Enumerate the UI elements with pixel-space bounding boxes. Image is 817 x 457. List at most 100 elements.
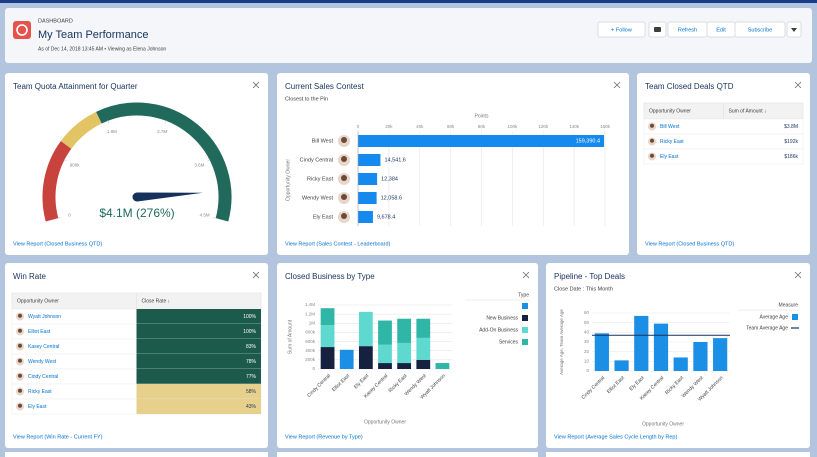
header-button[interactable] <box>734 21 786 38</box>
widget-title: Closed Business by Type <box>285 272 375 281</box>
y-tick-label: 20 <box>584 349 590 354</box>
category-label: Wendy West <box>302 195 333 201</box>
gauge-tick-label: 4.5M <box>200 212 210 217</box>
y-axis-label: Sum of Amount <box>287 319 293 354</box>
gauge-value-label: $4.1M (276%) <box>99 206 174 220</box>
expand-icon[interactable] <box>794 271 802 279</box>
cell-value: 43% <box>246 404 257 410</box>
bar-segment <box>358 346 373 369</box>
avatar-head <box>18 403 22 408</box>
table-cell-fill <box>136 399 261 414</box>
avatar-head <box>18 343 22 348</box>
cell-value: 100% <box>243 314 256 320</box>
bar <box>614 360 629 371</box>
header-button-label[interactable]: Refresh <box>678 27 697 33</box>
gauge-tick-label: 0 <box>68 212 71 217</box>
bar-segment <box>397 342 412 364</box>
owner-link[interactable]: Ely East <box>660 154 679 160</box>
widget-footer-link[interactable]: View Report (Revenue by Type) <box>285 434 363 440</box>
dashboard-icon-glyph <box>16 24 28 36</box>
value-label: 159,390.4 <box>576 138 600 144</box>
avatar-head <box>18 358 22 363</box>
owner-link[interactable]: Bill West <box>660 124 680 130</box>
header-button[interactable] <box>597 21 646 38</box>
widget-subtitle: Close Date : This Month <box>554 286 613 292</box>
bar <box>634 315 649 371</box>
avatar-head <box>18 373 22 378</box>
owner-link[interactable]: Ricky East <box>28 389 52 395</box>
category-label: Bill West <box>312 138 334 144</box>
bar <box>713 338 728 371</box>
x-tick-label: 60k <box>447 124 455 129</box>
widget-footer-link[interactable]: View Report (Closed Business QTD) <box>645 241 734 247</box>
bar <box>358 135 605 147</box>
y-axis-label: Opportunity Owner <box>285 159 291 201</box>
expand-icon[interactable] <box>613 81 621 89</box>
widget-title: Current Sales Contest <box>285 82 364 91</box>
avatar-head <box>650 153 654 158</box>
table-cell-fill <box>136 309 261 324</box>
bar <box>358 192 377 204</box>
x-tick-label: 100k <box>507 124 518 129</box>
table-cell-fill <box>136 339 261 354</box>
avatar-head <box>650 123 654 128</box>
card-partial <box>546 452 810 457</box>
owner-link[interactable]: Kasey Central <box>28 344 59 350</box>
legend-label: Average Age <box>759 314 788 320</box>
gauge-needle-hub <box>132 192 142 202</box>
owner-link[interactable]: Elliot East <box>28 329 51 335</box>
widget-subtitle: Closest to the Pin <box>285 96 328 102</box>
table-cell-fill <box>136 354 261 369</box>
bar-segment <box>397 363 412 369</box>
bar-segment <box>378 320 392 345</box>
bar <box>358 154 381 166</box>
bar <box>693 342 708 371</box>
x-tick-label: 140k <box>569 124 580 129</box>
widget-title: Win Rate <box>13 272 46 281</box>
legend-label: Team Average Age <box>746 325 788 331</box>
widget-footer-link[interactable]: View Report (Average Sales Cycle Length … <box>554 434 677 440</box>
avatar-head <box>650 138 654 143</box>
widget-footer-link[interactable]: View Report (Win Rate - Current FY) <box>13 434 103 440</box>
dashboard-icon <box>13 21 31 39</box>
y-tick-label: 600k <box>305 339 316 344</box>
bar <box>358 173 378 185</box>
gauge-tick <box>57 217 61 219</box>
widget-card <box>546 263 810 448</box>
card-partial <box>277 452 538 457</box>
header-button-label[interactable]: + Follow <box>611 27 632 33</box>
column-header: Sum of Amount ↓ <box>729 108 767 114</box>
widget-footer-link[interactable]: View Report (Closed Business QTD) <box>13 241 102 247</box>
legend-label: Services <box>499 339 519 345</box>
gauge-tick <box>63 159 67 162</box>
header-label: DASHBOARD <box>38 18 73 24</box>
x-tick-label: 160k <box>600 124 611 129</box>
owner-link[interactable]: Ricky East <box>660 139 684 145</box>
y-tick-label: 1.2M <box>305 311 315 316</box>
gauge-tick <box>165 120 167 124</box>
column-header: Opportunity Owner <box>17 298 59 304</box>
y-tick-label: 0 <box>586 368 589 373</box>
expand-icon[interactable] <box>252 271 260 279</box>
y-tick-label: 10 <box>584 359 590 364</box>
avatar-head <box>341 137 347 143</box>
owner-link[interactable]: Ely East <box>28 404 47 410</box>
cell-value: 58% <box>246 389 257 395</box>
top-strip <box>0 0 817 3</box>
header-button-label[interactable]: Edit <box>716 27 726 33</box>
x-tick-label: 20k <box>385 124 393 129</box>
expand-icon[interactable] <box>522 271 530 279</box>
owner-link[interactable]: Wendy West <box>28 359 57 365</box>
widget-footer-link[interactable]: View Report (Sales Contest - Leaderboard… <box>285 241 391 247</box>
owner-link[interactable]: Wyatt Johnson <box>28 314 61 320</box>
avatar-head <box>18 388 22 393</box>
bar <box>673 357 688 371</box>
expand-icon[interactable] <box>252 81 260 89</box>
legend-title: Type <box>518 292 529 298</box>
owner-link[interactable]: Cindy Central <box>28 374 58 380</box>
expand-icon[interactable] <box>794 81 802 89</box>
header-button-label[interactable]: Subscribe <box>748 27 772 33</box>
cell-value: $186k <box>784 154 798 160</box>
y-tick-label: 1M <box>309 320 316 325</box>
